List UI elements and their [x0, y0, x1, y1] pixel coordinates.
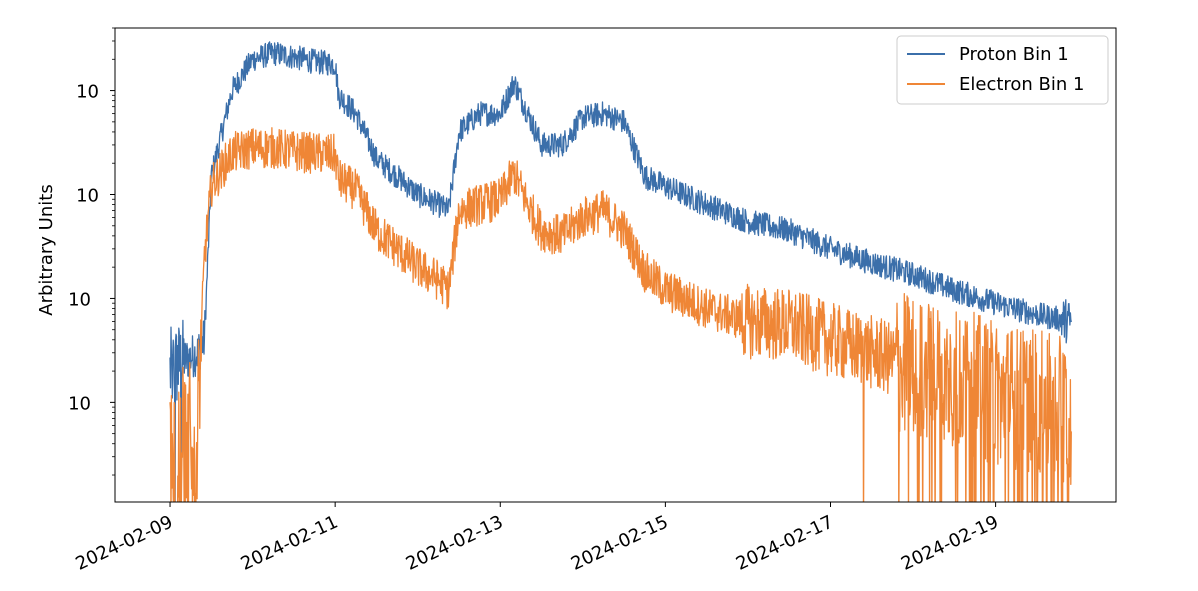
x-tick-label: 2024-02-11: [238, 511, 342, 574]
y-tick-label: 10: [76, 82, 99, 103]
y-tick-base: 10: [68, 393, 91, 414]
plot-area: [169, 41, 1072, 502]
series-line-2: [169, 127, 1072, 502]
x-tick-label: 2024-02-13: [403, 511, 507, 574]
y-axis-label: Arbitrary Units: [36, 184, 57, 315]
y-tick-label: 10: [68, 289, 91, 310]
y-tick-base: 10: [68, 289, 91, 310]
y-tick-label: 10: [76, 186, 99, 207]
y-tick-label: 10: [68, 393, 91, 414]
x-tick-label: 2024-02-17: [733, 511, 837, 574]
x-tick-label: 2024-02-15: [568, 511, 672, 574]
axes-frame: [114, 27, 1117, 503]
legend: Proton Bin 1 Electron Bin 1: [896, 35, 1109, 105]
x-tick-label: 2024-02-09: [72, 511, 176, 574]
series-line-1: [169, 41, 1072, 502]
y-axis: 10−210−1100101: [68, 27, 115, 476]
y-tick-base: 10: [76, 186, 99, 207]
legend-label: Proton Bin 1: [959, 44, 1069, 65]
x-axis: 2024-02-09 2024-02-11 2024-02-13 2024-02-15…: [72, 502, 1002, 575]
legend-label: Electron Bin 1: [959, 74, 1084, 95]
legend-box: [896, 35, 1109, 105]
x-tick-label: 2024-02-19: [898, 511, 1002, 574]
y-tick-base: 10: [76, 82, 99, 103]
